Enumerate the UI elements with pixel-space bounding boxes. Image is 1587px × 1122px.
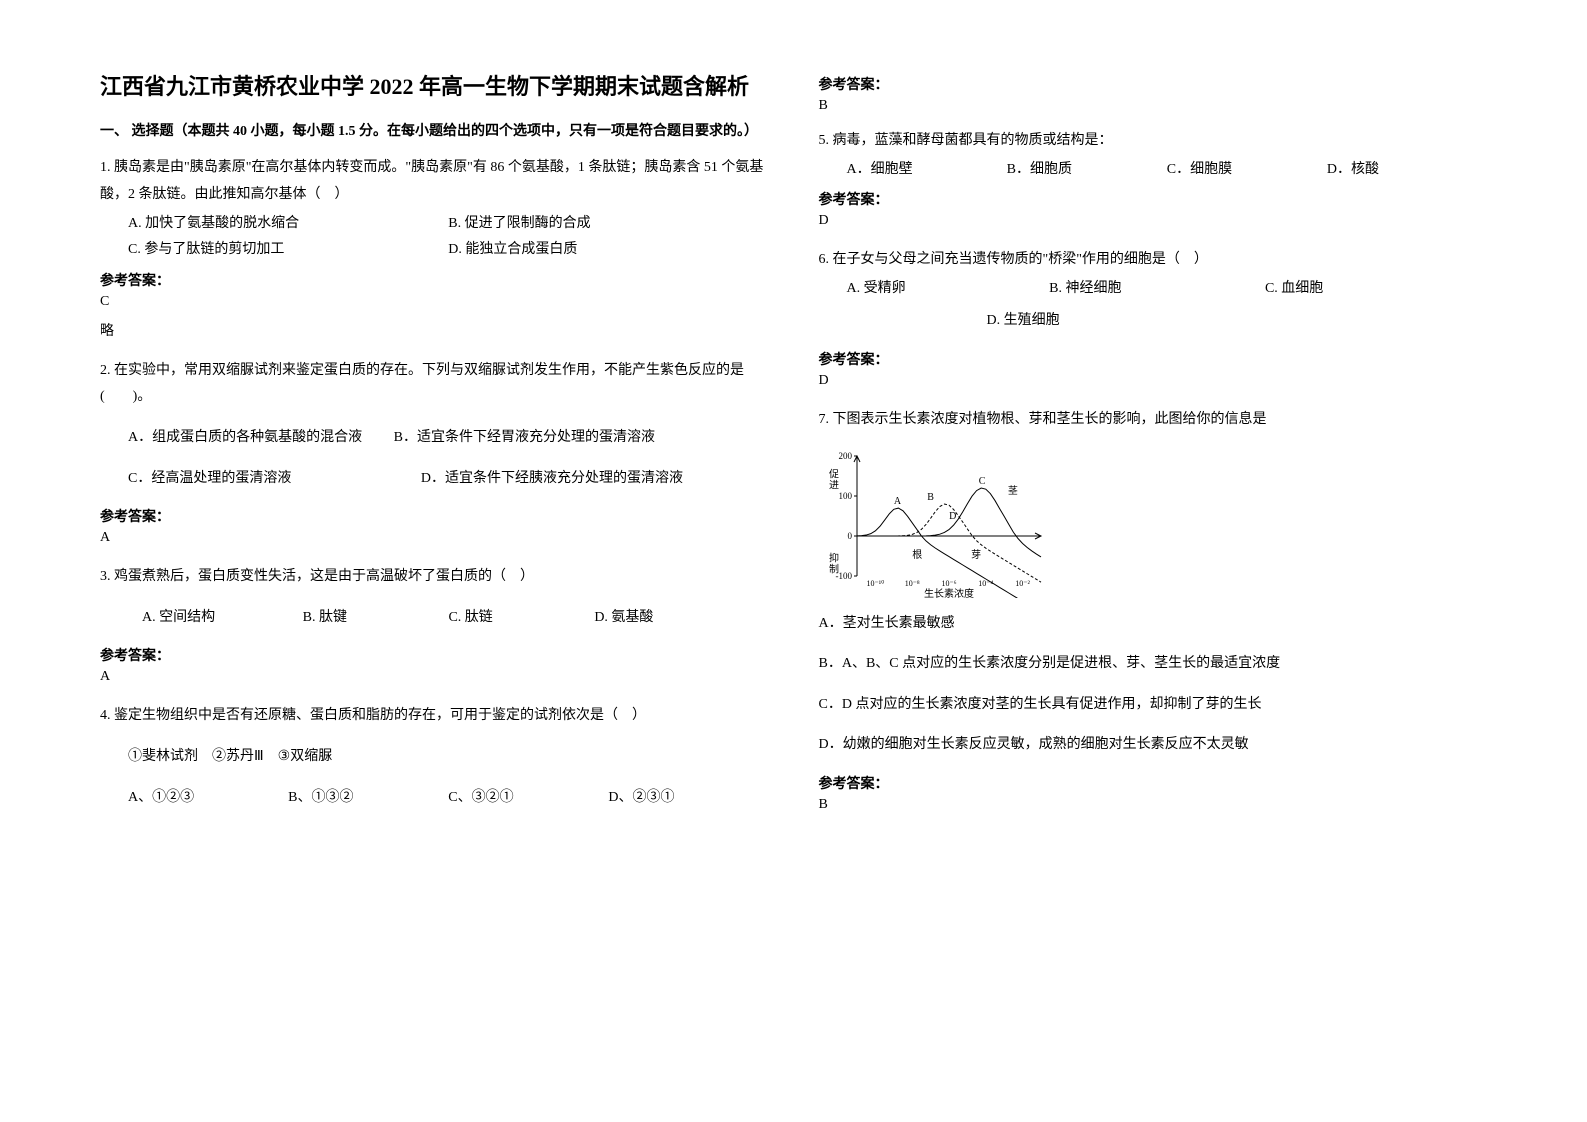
svg-text:0: 0 [847,531,852,541]
q5-ans-label: 参考答案： [819,189,1488,209]
q2-opt-d: D．适宜条件下经胰液充分处理的蛋清溶液 [421,471,683,486]
q7-opt-d: D．幼嫩的细胞对生长素反应灵敏，成熟的细胞对生长素反应不太灵敏 [819,732,1488,759]
svg-text:芽: 芽 [971,548,981,561]
q1-opt-b: B. 促进了限制酶的合成 [448,211,768,238]
q7-opt-a: A．茎对生长素最敏感 [819,611,1488,638]
q4-ans: B [819,98,1488,114]
q6-row2: D. 生殖细胞 [819,308,1488,335]
q4-opt-d: D、②③① [608,785,768,812]
q3-text: 3. 鸡蛋煮熟后，蛋白质变性失活，这是由于高温破坏了蛋白质的（ ） [100,564,769,591]
q4-ans-label: 参考答案： [819,74,1488,94]
q6-opt-b: B. 神经细胞 [1049,281,1121,296]
svg-text:10⁻⁶: 10⁻⁶ [941,579,956,588]
q2-opt-a: A．组成蛋白质的各种氨基酸的混合液 [128,430,362,445]
svg-text:B: B [927,492,934,503]
q4-sub: ①斐林试剂 ②苏丹Ⅲ ③双缩脲 [100,744,769,771]
q4-text: 4. 鉴定生物组织中是否有还原糖、蛋白质和脂肪的存在，可用于鉴定的试剂依次是（ … [100,703,769,730]
q3-opt-d: D. 氨基酸 [594,610,653,625]
q6-opt-c: C. 血细胞 [1265,281,1323,296]
q6-opt-d: D. 生殖细胞 [987,313,1060,328]
q2-text: 2. 在实验中，常用双缩脲试剂来鉴定蛋白质的存在。下列与双缩脲试剂发生作用，不能… [100,358,769,411]
svg-text:100: 100 [838,491,852,501]
q1-opt-d: D. 能独立合成蛋白质 [448,237,768,264]
q3-opt-a: A. 空间结构 [142,610,215,625]
q2-ans: A [100,530,769,546]
q5-opt-b: B．细胞质 [1007,157,1167,184]
q7-opt-c: C．D 点对应的生长素浓度对茎的生长具有促进作用，却抑制了芽的生长 [819,692,1488,719]
q2-opt-b: B．适宜条件下经胃液充分处理的蛋清溶液 [394,430,655,445]
question-1: 1. 胰岛素是由"胰岛素原"在高尔基体内转变而成。"胰岛素原"有 86 个氨基酸… [100,155,769,349]
svg-text:抑: 抑 [829,552,839,564]
q1-opt-a: A. 加快了氨基酸的脱水缩合 [128,211,448,238]
svg-text:D: D [949,511,956,522]
q6-opt-a: A. 受精卵 [819,281,906,296]
q6-text: 6. 在子女与父母之间充当遗传物质的"桥梁"作用的细胞是（ ） [819,247,1488,274]
left-column: 江西省九江市黄桥农业中学 2022 年高一生物下学期期末试题含解析 一、 选择题… [100,70,769,1082]
q1-ans-label: 参考答案： [100,270,769,290]
svg-text:生长素浓度: 生长素浓度 [924,587,974,598]
q6-ans-label: 参考答案： [819,349,1488,369]
q5-opt-d: D．核酸 [1327,157,1487,184]
svg-text:茎: 茎 [1007,485,1017,497]
svg-text:促: 促 [829,467,839,480]
right-column: 参考答案： B 5. 病毒，蓝藻和酵母菌都具有的物质或结构是： A．细胞壁 B．… [819,70,1488,1082]
q2-row2: C．经高温处理的蛋清溶液 D．适宜条件下经胰液充分处理的蛋清溶液 [100,466,769,493]
svg-text:200: 200 [838,451,852,461]
svg-text:制: 制 [829,562,839,575]
q6-ans: D [819,373,1488,389]
q3-options: A. 空间结构 B. 肽键 C. 肽链 D. 氨基酸 [100,605,769,632]
q1-text: 1. 胰岛素是由"胰岛素原"在高尔基体内转变而成。"胰岛素原"有 86 个氨基酸… [100,155,769,208]
q4-opt-c: C、③②① [448,785,608,812]
q7-text: 7. 下图表示生长素浓度对植物根、芽和茎生长的影响，此图给你的信息是 [819,407,1488,434]
svg-text:10⁻⁴: 10⁻⁴ [978,579,993,588]
auxin-chart-svg: 2001000-100促进抑制10⁻¹⁰10⁻⁸10⁻⁶10⁻⁴10⁻²生长素浓… [819,448,1049,598]
svg-text:10⁻²: 10⁻² [1015,579,1030,588]
question-7: 7. 下图表示生长素浓度对植物根、芽和茎生长的影响，此图给你的信息是 200 10… [819,407,1488,823]
q3-ans-label: 参考答案： [100,645,769,665]
doc-title: 江西省九江市黄桥农业中学 2022 年高一生物下学期期末试题含解析 [100,70,769,103]
q4-options: A、①②③ B、①③② C、③②① D、②③① [100,785,769,812]
q2-ans-label: 参考答案： [100,506,769,526]
q3-opt-b: B. 肽键 [303,610,347,625]
svg-text:C: C [978,476,985,487]
q4-opt-b: B、①③② [288,785,448,812]
svg-text:进: 进 [829,479,839,491]
q5-opt-c: C．细胞膜 [1167,157,1327,184]
q1-opt-c: C. 参与了肽链的剪切加工 [128,237,448,264]
q7-ans-label: 参考答案： [819,773,1488,793]
q1-note: 略 [100,320,769,340]
question-2: 2. 在实验中，常用双缩脲试剂来鉴定蛋白质的存在。下列与双缩脲试剂发生作用，不能… [100,358,769,556]
svg-text:10⁻¹⁰: 10⁻¹⁰ [866,579,884,588]
question-6: 6. 在子女与父母之间充当遗传物质的"桥梁"作用的细胞是（ ） A. 受精卵 B… [819,247,1488,399]
question-5: 5. 病毒，蓝藻和酵母菌都具有的物质或结构是： A．细胞壁 B．细胞质 C．细胞… [819,128,1488,239]
q7-opt-b: B．A、B、C 点对应的生长素浓度分别是促进根、芽、茎生长的最适宜浓度 [819,651,1488,678]
q4-opt-a: A、①②③ [128,785,288,812]
q1-ans: C [100,294,769,310]
q5-text: 5. 病毒，蓝藻和酵母菌都具有的物质或结构是： [819,128,1488,155]
svg-text:根: 根 [912,548,922,561]
question-3: 3. 鸡蛋煮熟后，蛋白质变性失活，这是由于高温破坏了蛋白质的（ ） A. 空间结… [100,564,769,695]
section-1-heading: 一、 选择题（本题共 40 小题，每小题 1.5 分。在每小题给出的四个选项中，… [100,121,769,143]
q6-row1: A. 受精卵 B. 神经细胞 C. 血细胞 [819,276,1488,303]
q2-row1: A．组成蛋白质的各种氨基酸的混合液 B．适宜条件下经胃液充分处理的蛋清溶液 [100,425,769,452]
question-4: 4. 鉴定生物组织中是否有还原糖、蛋白质和脂肪的存在，可用于鉴定的试剂依次是（ … [100,703,769,817]
q1-options: A. 加快了氨基酸的脱水缩合 B. 促进了限制酶的合成 C. 参与了肽链的剪切加… [100,211,769,264]
svg-text:10⁻⁸: 10⁻⁸ [904,579,919,588]
auxin-chart: 2001000-100促进抑制10⁻¹⁰10⁻⁸10⁻⁶10⁻⁴10⁻²生长素浓… [819,448,1488,603]
q5-options: A．细胞壁 B．细胞质 C．细胞膜 D．核酸 [819,157,1488,184]
q7-ans: B [819,797,1488,813]
q3-ans: A [100,669,769,685]
q2-opt-c: C．经高温处理的蛋清溶液 [100,471,291,486]
q5-opt-a: A．细胞壁 [847,157,1007,184]
q5-ans: D [819,213,1488,229]
q3-opt-c: C. 肽链 [448,610,492,625]
svg-text:A: A [893,496,901,507]
